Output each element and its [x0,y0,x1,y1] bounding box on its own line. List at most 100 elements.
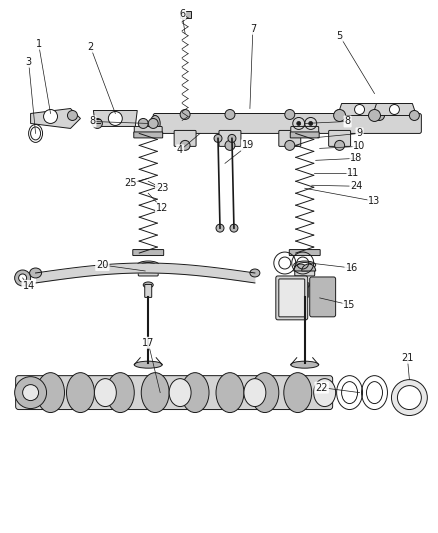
FancyBboxPatch shape [328,131,350,147]
Circle shape [225,109,235,119]
Ellipse shape [30,268,42,278]
Circle shape [108,111,122,125]
Ellipse shape [314,378,336,407]
Circle shape [285,140,295,150]
Circle shape [368,109,381,122]
Circle shape [19,274,27,282]
FancyBboxPatch shape [295,267,314,276]
Text: 4: 4 [177,146,183,155]
FancyBboxPatch shape [133,249,164,255]
Ellipse shape [343,383,357,402]
FancyBboxPatch shape [290,132,319,138]
FancyBboxPatch shape [279,131,301,147]
Text: 12: 12 [156,203,168,213]
FancyBboxPatch shape [180,11,191,18]
Text: 13: 13 [368,196,381,206]
FancyBboxPatch shape [219,131,241,147]
Wedge shape [294,264,308,271]
Circle shape [214,134,222,142]
Text: 6: 6 [179,9,185,19]
FancyBboxPatch shape [301,285,308,297]
Text: 14: 14 [22,281,35,291]
Text: 10: 10 [353,141,366,151]
FancyBboxPatch shape [279,279,305,317]
Ellipse shape [67,373,95,413]
Ellipse shape [141,263,155,268]
Circle shape [23,385,39,401]
Circle shape [216,224,224,232]
Text: 7: 7 [250,24,256,34]
Text: 19: 19 [242,140,254,150]
Circle shape [410,110,419,120]
Text: 16: 16 [346,263,358,273]
Circle shape [374,110,385,120]
Ellipse shape [106,373,134,413]
Circle shape [138,118,148,128]
Polygon shape [338,103,381,116]
Polygon shape [31,109,81,128]
FancyBboxPatch shape [134,132,162,138]
Circle shape [285,109,295,119]
Ellipse shape [291,361,319,368]
Text: 20: 20 [96,260,109,270]
Text: 3: 3 [25,56,32,67]
FancyBboxPatch shape [145,285,152,297]
Ellipse shape [134,361,162,368]
Ellipse shape [137,261,159,269]
Text: 8: 8 [89,117,95,126]
Circle shape [335,109,345,119]
Circle shape [14,270,31,286]
FancyBboxPatch shape [153,114,421,133]
Circle shape [230,224,238,232]
Text: 17: 17 [142,338,155,348]
Polygon shape [93,110,137,126]
FancyBboxPatch shape [134,126,162,134]
FancyBboxPatch shape [174,131,196,147]
Ellipse shape [250,269,260,277]
Text: 8: 8 [345,117,351,126]
Ellipse shape [244,378,266,407]
Circle shape [67,110,78,120]
Text: 15: 15 [343,300,356,310]
Circle shape [180,109,190,119]
Wedge shape [145,264,159,271]
Circle shape [297,122,301,125]
Text: 5: 5 [336,31,343,41]
Circle shape [355,104,364,115]
Ellipse shape [367,383,381,402]
Ellipse shape [298,263,312,268]
Circle shape [43,109,57,124]
Circle shape [335,140,345,150]
FancyBboxPatch shape [310,277,336,317]
Wedge shape [302,264,316,271]
Text: 18: 18 [350,154,363,163]
Ellipse shape [294,261,316,269]
Circle shape [92,118,102,128]
Text: 9: 9 [357,128,363,139]
Ellipse shape [251,373,279,413]
Ellipse shape [169,378,191,407]
Text: 21: 21 [401,353,413,363]
Text: 25: 25 [124,178,137,188]
Circle shape [397,385,421,409]
Circle shape [334,109,346,122]
Circle shape [14,377,46,409]
Text: 11: 11 [347,168,360,179]
Circle shape [148,118,158,128]
Circle shape [392,379,427,416]
Ellipse shape [143,282,153,288]
Circle shape [225,140,235,150]
Circle shape [374,109,385,119]
Ellipse shape [150,116,160,132]
Text: 1: 1 [35,39,42,49]
FancyBboxPatch shape [138,267,158,276]
FancyBboxPatch shape [291,126,319,134]
Ellipse shape [216,373,244,413]
Ellipse shape [95,378,117,407]
Ellipse shape [181,373,209,413]
Circle shape [228,134,236,142]
Text: 24: 24 [350,181,363,191]
Text: 22: 22 [315,383,328,393]
Text: 2: 2 [87,42,94,52]
Circle shape [309,122,313,125]
